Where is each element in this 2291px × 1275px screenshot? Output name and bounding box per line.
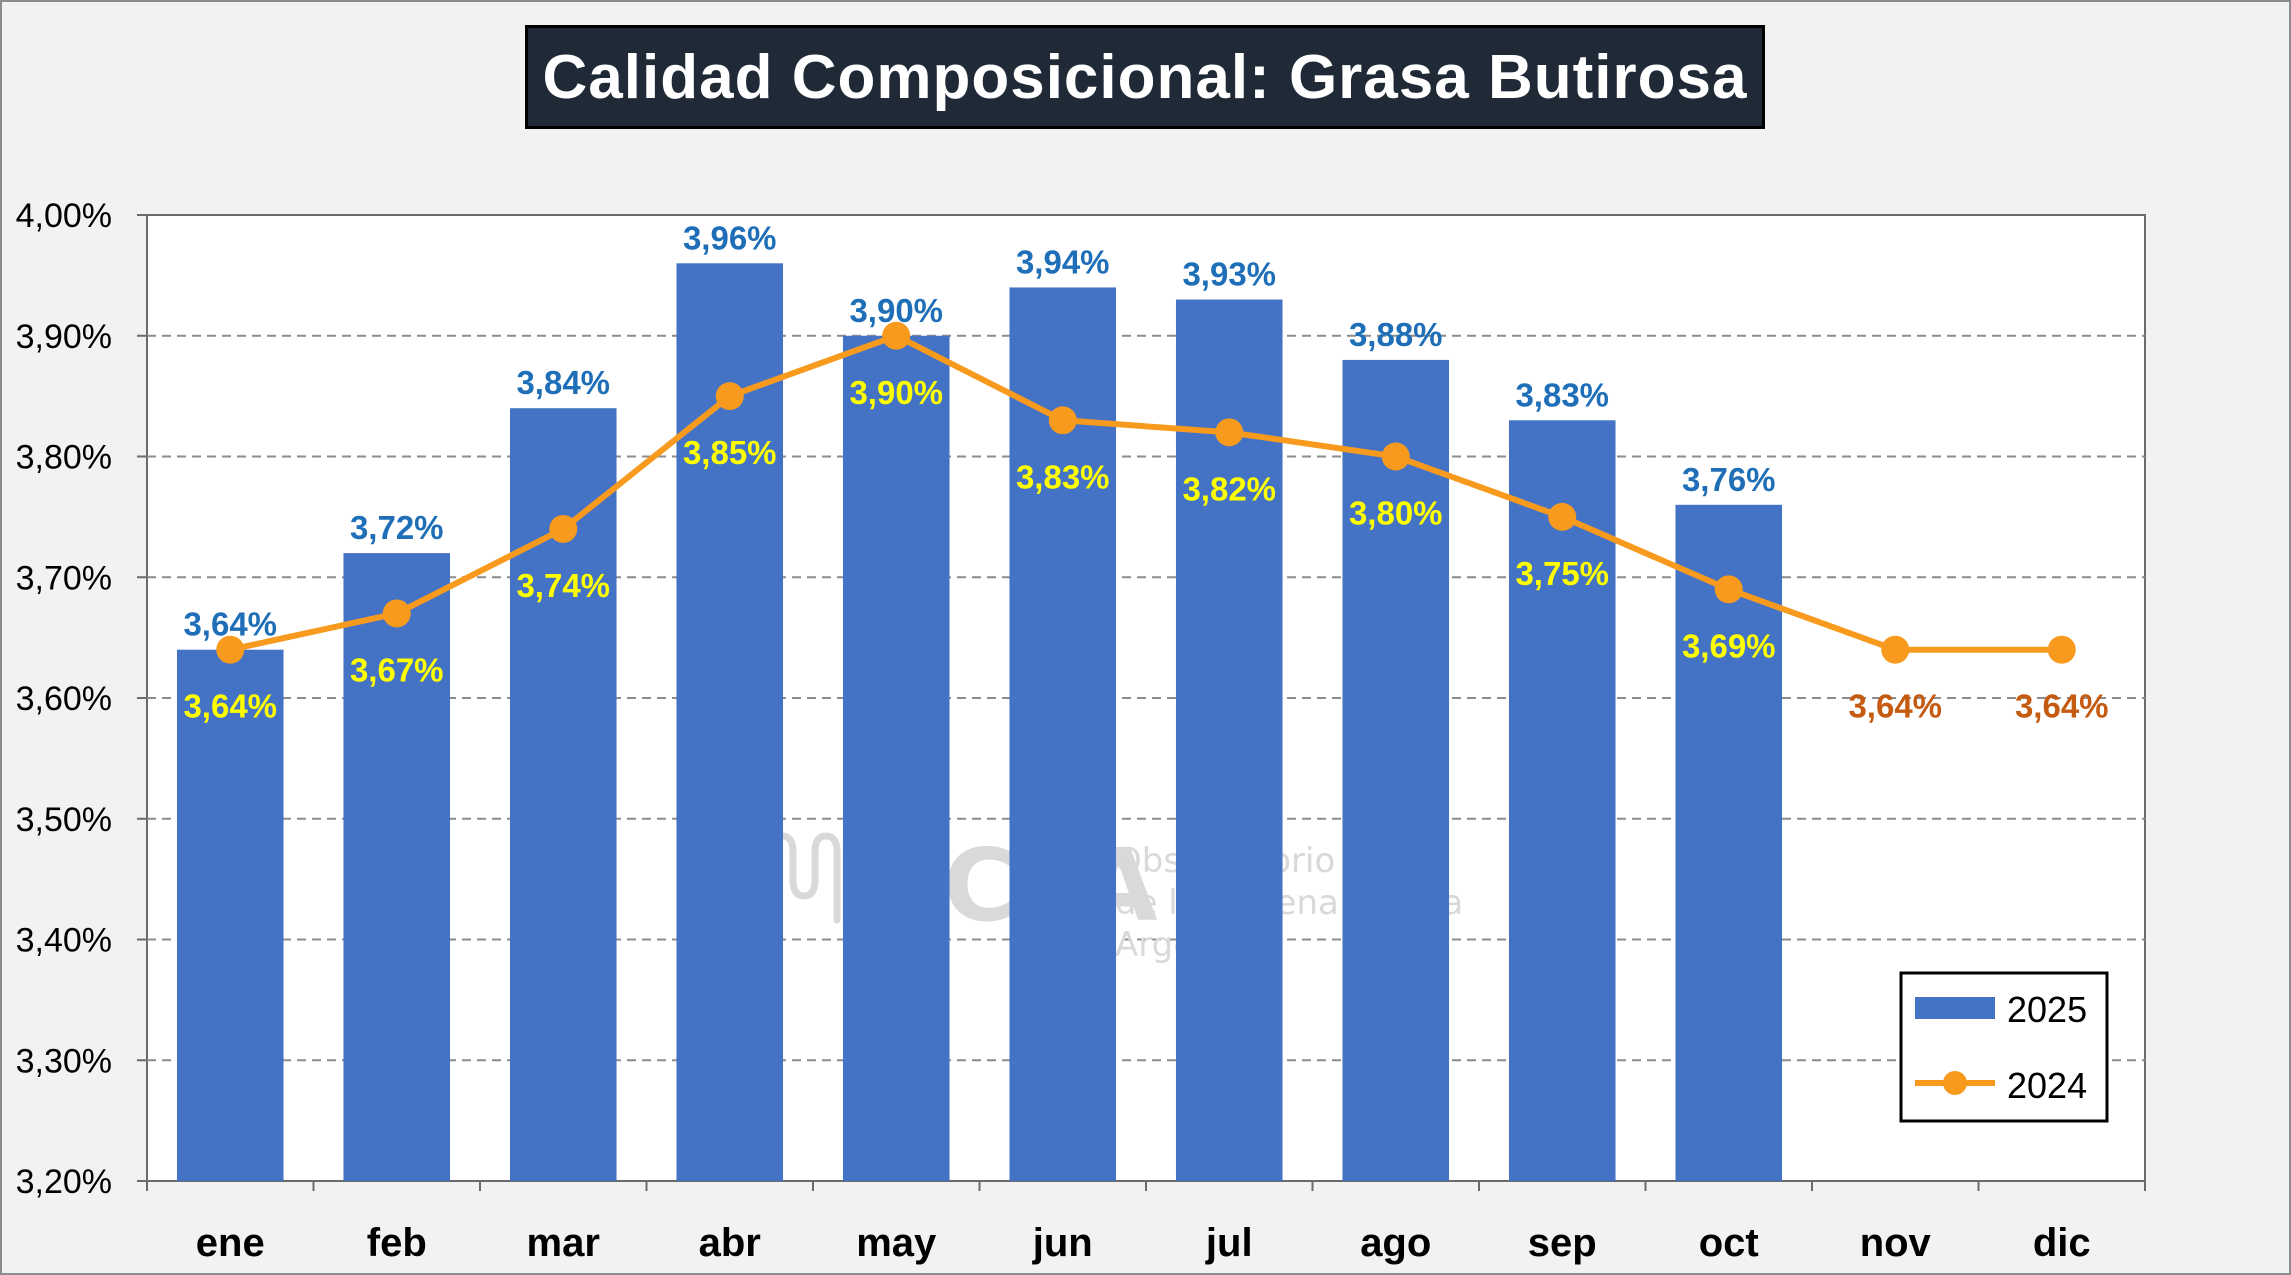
point-label-2024: 3,82% (1182, 470, 1276, 507)
y-axis: 3,20% 3,30% 3,40% 3,50% 3,60% 3,70% 3,80% 3,90%… (16, 197, 147, 1201)
y-tick-label: 3,40% (16, 922, 112, 960)
bar-2025 (842, 335, 950, 1181)
legend-label-2024: 2024 (2007, 1065, 2087, 1106)
bar-2025 (1009, 287, 1117, 1181)
bar-label-2025: 3,84% (516, 364, 610, 401)
y-tick-label: 3,50% (16, 801, 112, 839)
x-tick-label: jul (1205, 1221, 1253, 1265)
y-tick-label: 3,20% (16, 1163, 112, 1201)
legend: 2025 2024 (1899, 971, 2109, 1123)
point-2024 (549, 514, 578, 543)
point-label-2024: 3,64% (183, 688, 277, 725)
x-tick-label: nov (1860, 1221, 1932, 1265)
bar-2025 (1342, 359, 1450, 1181)
x-tick-label: oct (1699, 1221, 1759, 1265)
chart-title: Calidad Composicional: Grasa Butirosa (525, 25, 1765, 129)
y-tick-label: 3,30% (16, 1042, 112, 1080)
bar-label-2025: 3,76% (1682, 461, 1776, 498)
point-label-2024: 3,90% (849, 374, 943, 411)
y-tick-label: 3,80% (16, 439, 112, 477)
x-tick-label: abr (699, 1221, 761, 1265)
gridlines (147, 334, 2145, 1062)
point-2024 (1381, 442, 1410, 471)
labels-2025: 3,64% 3,72% 3,84% 3,96% 3,90% 3,94% 3,93% 3,88%… (183, 219, 1775, 642)
x-tick-label: ago (1360, 1221, 1431, 1265)
legend-swatch-2025 (1915, 997, 1995, 1019)
legend-marker-2024 (1943, 1071, 1967, 1095)
point-2024 (1714, 575, 1743, 604)
bar-2025 (343, 553, 451, 1181)
x-tick-label: jun (1032, 1221, 1093, 1265)
bar-label-2025: 3,72% (350, 509, 444, 546)
x-tick-label: feb (367, 1221, 427, 1265)
series-line-2024 (229, 332, 2062, 653)
point-2024 (1881, 635, 1910, 664)
x-axis: ene feb mar abr may jun jul ago sep oct nov dic (146, 1181, 2146, 1265)
point-2024 (1048, 406, 1077, 435)
bar-2025 (1175, 299, 1283, 1181)
point-2024 (715, 382, 744, 411)
y-tick-label: 3,60% (16, 680, 112, 718)
line-2024 (216, 321, 2076, 664)
point-label-2024: 3,64% (1848, 688, 1942, 725)
bar-label-2025: 3,64% (183, 606, 277, 643)
bar-2025 (176, 649, 284, 1181)
point-label-2024: 3,67% (350, 651, 444, 688)
bar-2025 (1675, 504, 1783, 1181)
point-label-2024: 3,75% (1515, 555, 1609, 592)
point-2024 (1215, 418, 1244, 447)
point-2024 (882, 321, 911, 350)
bar-label-2025: 3,83% (1515, 376, 1609, 413)
x-tick-label: sep (1528, 1221, 1597, 1265)
legend-label-2025: 2025 (2007, 989, 2087, 1030)
x-tick-label: ene (196, 1221, 265, 1265)
point-label-2024: 3,74% (516, 567, 610, 604)
y-tick-label: 4,00% (16, 197, 112, 235)
bar-label-2025: 3,88% (1349, 316, 1443, 353)
point-2024 (382, 599, 411, 628)
bar-label-2025: 3,94% (1016, 243, 1110, 280)
point-label-2024: 3,80% (1349, 495, 1443, 532)
point-2024 (2047, 635, 2076, 664)
bar-2025 (1508, 420, 1616, 1181)
y-tick-label: 3,90% (16, 318, 112, 356)
x-tick-label: dic (2033, 1221, 2091, 1265)
bar-label-2025: 3,96% (683, 219, 777, 256)
x-tick-label: mar (527, 1221, 600, 1265)
bars-2025 (176, 263, 1783, 1181)
point-label-2024: 3,69% (1682, 627, 1776, 664)
point-2024 (216, 635, 245, 664)
point-label-2024: 3,83% (1016, 458, 1110, 495)
labels-2024: 3,64% 3,67% 3,74% 3,85% 3,90% 3,83% 3,82% 3,80%… (183, 374, 2108, 725)
point-label-2024: 3,64% (2015, 688, 2109, 725)
bar-label-2025: 3,90% (849, 292, 943, 329)
y-tick-label: 3,70% (16, 559, 112, 597)
x-tick-label: may (856, 1221, 937, 1265)
bar-label-2025: 3,93% (1182, 256, 1276, 293)
point-2024 (1548, 502, 1577, 531)
point-label-2024: 3,85% (683, 434, 777, 471)
bar-2025 (676, 263, 784, 1181)
